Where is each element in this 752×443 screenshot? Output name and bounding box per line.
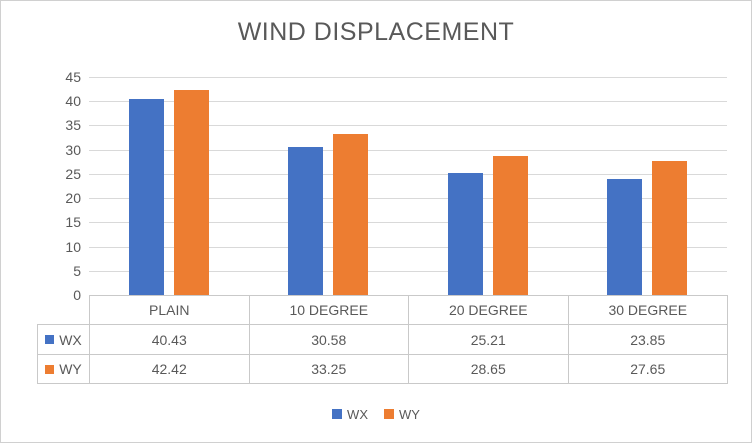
gridline <box>89 270 727 272</box>
y-axis-tick-label: 30 <box>65 141 81 158</box>
y-axis: 0 5 10 15 20 25 30 35 40 45 <box>1 70 81 302</box>
y-axis-tick-label: 0 <box>73 287 81 303</box>
value-cell: 42.42 <box>89 354 250 384</box>
series-swatch-icon <box>45 335 55 345</box>
y-axis-tick-label: 25 <box>65 165 81 182</box>
table-stub-cell <box>38 296 90 325</box>
y-axis-tick-label: 15 <box>65 214 81 231</box>
bar-wy-10-degree <box>333 133 369 295</box>
gridline <box>89 222 727 224</box>
series-name-label: WX <box>59 331 82 348</box>
plot-area <box>89 77 727 295</box>
value-cell: 30.58 <box>248 324 409 355</box>
series-name-cell: WY <box>37 354 90 384</box>
gridline <box>89 101 727 103</box>
legend-item-wy: WY <box>384 407 420 422</box>
gridline <box>89 173 727 175</box>
value-cell: 27.65 <box>567 354 728 384</box>
bar-wx-30-degree <box>607 179 643 295</box>
gridline <box>89 77 727 78</box>
bar-wy-plain <box>173 89 209 295</box>
legend-swatch-icon <box>332 409 343 419</box>
y-axis-tick-label: 35 <box>65 117 81 134</box>
bar-wy-20-degree <box>492 156 528 295</box>
value-cell: 33.25 <box>248 354 409 384</box>
legend-item-wx: WX <box>332 407 368 422</box>
chart-title: WIND DISPLACEMENT <box>237 18 515 46</box>
table-row: WX 40.43 30.58 25.21 23.85 <box>37 324 728 355</box>
bar-wx-20-degree <box>447 172 483 295</box>
gridline <box>89 198 727 200</box>
series-name-cell: WX <box>37 324 90 355</box>
gridline <box>89 125 727 127</box>
bar-wy-30-degree <box>652 161 688 295</box>
table-row: WY 42.42 33.25 28.65 27.65 <box>37 354 728 384</box>
y-axis-tick-label: 10 <box>65 238 81 255</box>
bar-wx-10-degree <box>288 146 324 295</box>
legend-swatch-icon <box>384 409 394 419</box>
bar-wx-plain <box>128 99 164 295</box>
category-header-cell: 30 DEGREE <box>567 295 728 325</box>
legend-label: WY <box>399 406 420 422</box>
value-cell: 28.65 <box>408 354 569 384</box>
y-axis-tick-label: 45 <box>65 69 81 85</box>
y-axis-tick-label: 20 <box>65 190 81 207</box>
y-axis-tick-label: 40 <box>65 93 81 110</box>
data-table: PLAIN 10 DEGREE 20 DEGREE 30 DEGREE WX 40.43 3… <box>37 295 728 384</box>
value-cell: 23.85 <box>567 324 728 355</box>
category-header-cell: 10 DEGREE <box>248 295 409 325</box>
legend: WX WY <box>1 404 751 424</box>
legend-label: WX <box>347 406 368 422</box>
y-axis-tick-label: 5 <box>73 262 81 279</box>
category-header-cell: 20 DEGREE <box>408 295 569 325</box>
value-cell: 40.43 <box>89 324 250 355</box>
series-name-label: WY <box>59 361 82 377</box>
gridline <box>89 246 727 248</box>
value-cell: 25.21 <box>408 324 569 355</box>
series-swatch-icon <box>45 364 55 374</box>
category-header-cell: PLAIN <box>89 295 250 325</box>
gridline <box>89 149 727 151</box>
